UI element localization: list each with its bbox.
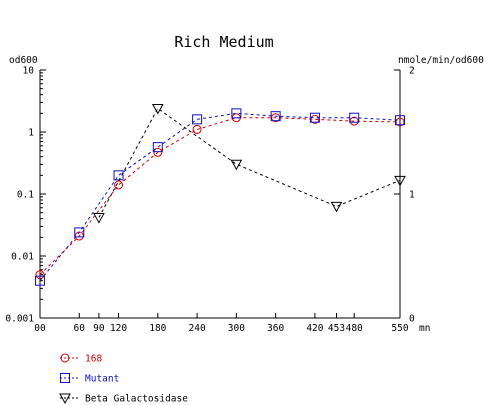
x-tick-label: 90 — [93, 323, 105, 334]
legend-marker — [60, 353, 70, 363]
x-tick-label: 360 — [267, 323, 284, 334]
x-tick-label: 240 — [189, 323, 206, 334]
data-point — [231, 108, 242, 119]
series-line-1 — [39, 112, 401, 281]
data-point — [153, 147, 163, 157]
y-left-tick-label: 0.001 — [5, 314, 34, 325]
data-point — [349, 112, 360, 123]
chart-title: Rich Medium — [174, 33, 273, 51]
x-tick-label: 120 — [110, 323, 127, 334]
x-tick-label: 480 — [346, 323, 363, 334]
data-point — [114, 180, 124, 190]
data-point — [74, 227, 85, 238]
legend-label: Mutant — [85, 374, 119, 385]
x-axis-unit: mn — [419, 323, 430, 334]
chart-marks: 00 60 90 120 180 240 300 360 420 453 480 5500.0010.… — [5, 66, 415, 335]
y-right-tick-label: 0 — [409, 314, 415, 325]
x-tick-label: 00 — [34, 323, 46, 334]
y-left-tick-label: 0.01 — [11, 252, 34, 263]
data-point — [113, 170, 124, 181]
x-tick-label: 420 — [306, 323, 323, 334]
data-point — [230, 159, 243, 171]
data-point — [93, 213, 105, 224]
x-tick-label: 180 — [149, 323, 166, 334]
data-point — [192, 114, 203, 125]
x-tick-label: 300 — [228, 323, 245, 334]
y-left-axis-label: od600 — [9, 55, 38, 66]
data-point — [35, 270, 45, 280]
y-right-axis-label: nmole/min/od600 — [398, 55, 484, 66]
legend-label: 168 — [85, 354, 102, 365]
x-tick-label: 550 — [391, 323, 408, 334]
legend-marker — [60, 373, 70, 383]
legend-marker — [59, 393, 71, 405]
data-point — [35, 275, 45, 286]
y-right-tick-label: 1 — [409, 190, 415, 201]
x-tick-label: 453 — [328, 323, 345, 334]
data-point — [309, 112, 320, 123]
legend: 168 Mutant Beta Galactosidase — [59, 353, 188, 405]
series-line-0 — [39, 117, 401, 276]
y-right-tick-label: 2 — [409, 66, 415, 77]
data-point — [395, 115, 405, 126]
data-point — [330, 201, 343, 213]
data-point — [394, 175, 406, 187]
data-point — [151, 103, 164, 115]
x-tick-label: 60 — [74, 323, 86, 334]
y-left-tick-label: 1 — [28, 128, 34, 139]
y-left-tick-label: 0.1 — [17, 190, 34, 201]
y-left-tick-label: 10 — [23, 66, 35, 77]
data-point — [270, 111, 281, 122]
data-point — [192, 124, 202, 134]
data-point — [152, 142, 163, 153]
legend-label: Beta Galactosidase — [85, 394, 188, 405]
